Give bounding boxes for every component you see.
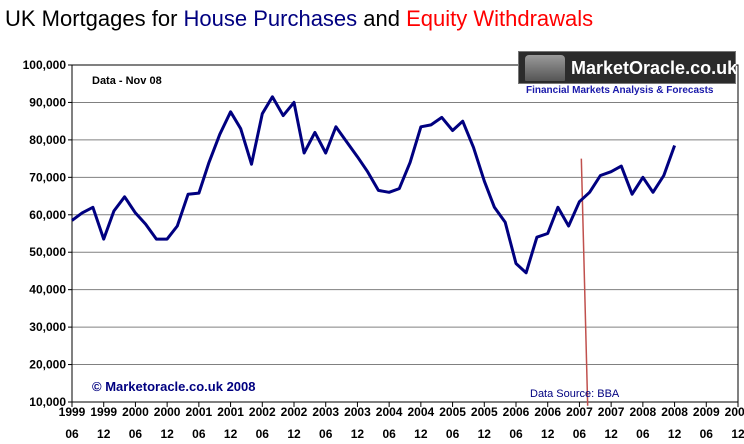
statue-icon — [525, 55, 565, 81]
title-equity-withdrawals: Equity Withdrawals — [406, 6, 594, 31]
x-tick-month: 06 — [509, 427, 523, 441]
logo-banner: MarketOracle.co.uk — [518, 51, 738, 84]
x-axis: 1999 06 1999 12 2000 06 2000 12 2001 06 2001 12 2002… — [59, 402, 744, 441]
x-tick-year: 2006 — [534, 405, 561, 419]
x-tick-year: 2007 — [598, 405, 625, 419]
x-tick-month: 12 — [351, 427, 365, 441]
plot-area — [71, 64, 739, 403]
x-tick-month: 12 — [668, 427, 682, 441]
x-tick-month: 06 — [319, 427, 333, 441]
x-tick-year: 2007 — [566, 405, 593, 419]
x-tick-month: 06 — [256, 427, 270, 441]
x-tick-year: 2003 — [344, 405, 371, 419]
x-tick-year: 2004 — [376, 405, 403, 419]
title-part-1: UK Mortgages for — [5, 6, 184, 31]
x-tick-month: 12 — [414, 427, 428, 441]
y-tick-label: 30,000 — [29, 320, 66, 334]
x-tick-month: 12 — [541, 427, 555, 441]
x-tick-month: 06 — [700, 427, 714, 441]
x-tick-month: 12 — [731, 427, 744, 441]
x-tick-month: 12 — [478, 427, 492, 441]
x-tick-year: 2008 — [661, 405, 688, 419]
y-tick-label: 80,000 — [29, 133, 66, 147]
logo-tagline: Financial Markets Analysis & Forecasts — [526, 85, 714, 96]
y-tick-label: 20,000 — [29, 358, 66, 372]
y-tick-label: 100,000 — [23, 58, 67, 72]
chart-title: UK Mortgages for House Purchases and Equ… — [5, 6, 593, 32]
y-tick-label: 10,000 — [29, 395, 66, 409]
x-tick-month: 06 — [382, 427, 396, 441]
x-tick-year: 2008 — [630, 405, 657, 419]
data-source: Data Source: BBA — [530, 388, 620, 400]
y-tick-label: 50,000 — [29, 245, 66, 259]
x-tick-year: 2001 — [217, 405, 244, 419]
x-tick-year: 2000 — [122, 405, 149, 419]
x-tick-year: 2009 — [693, 405, 720, 419]
y-tick-label: 60,000 — [29, 208, 66, 222]
x-tick-year: 2000 — [154, 405, 181, 419]
logo-name: MarketOracle.co.uk — [571, 58, 738, 78]
x-tick-month: 12 — [287, 427, 301, 441]
title-part-3: and — [357, 6, 407, 31]
data-note: Data - Nov 08 — [92, 75, 162, 87]
x-tick-year: 2001 — [186, 405, 213, 419]
x-tick-month: 06 — [446, 427, 460, 441]
x-tick-month: 06 — [129, 427, 143, 441]
x-tick-year: 2009 — [725, 405, 744, 419]
x-tick-year: 1999 — [90, 405, 117, 419]
y-tick-label: 40,000 — [29, 283, 66, 297]
x-tick-year: 2003 — [312, 405, 339, 419]
x-tick-year: 2005 — [439, 405, 466, 419]
x-tick-month: 06 — [192, 427, 206, 441]
x-tick-year: 2005 — [471, 405, 498, 419]
x-tick-year: 1999 — [59, 405, 86, 419]
x-tick-month: 06 — [573, 427, 587, 441]
y-tick-label: 70,000 — [29, 170, 66, 184]
x-tick-year: 2004 — [408, 405, 435, 419]
logo: MarketOracle.co.uk Financial Markets Ana… — [518, 51, 738, 99]
x-tick-month: 12 — [224, 427, 238, 441]
title-house-purchases: House Purchases — [183, 6, 358, 31]
x-tick-month: 12 — [97, 427, 111, 441]
x-tick-year: 2006 — [503, 405, 530, 419]
x-tick-year: 2002 — [249, 405, 276, 419]
x-tick-month: 06 — [65, 427, 79, 441]
x-tick-month: 06 — [636, 427, 650, 441]
y-axis: 10,000 20,000 30,000 40,000 50,000 60,000 70,0… — [23, 58, 72, 409]
x-tick-year: 2002 — [281, 405, 308, 419]
series-group — [71, 95, 677, 275]
series-line-house — [71, 95, 677, 275]
x-tick-month: 12 — [604, 427, 618, 441]
y-tick-label: 90,000 — [29, 95, 66, 109]
x-tick-month: 12 — [160, 427, 174, 441]
copyright-text: © Marketoracle.co.uk 2008 — [92, 379, 256, 394]
